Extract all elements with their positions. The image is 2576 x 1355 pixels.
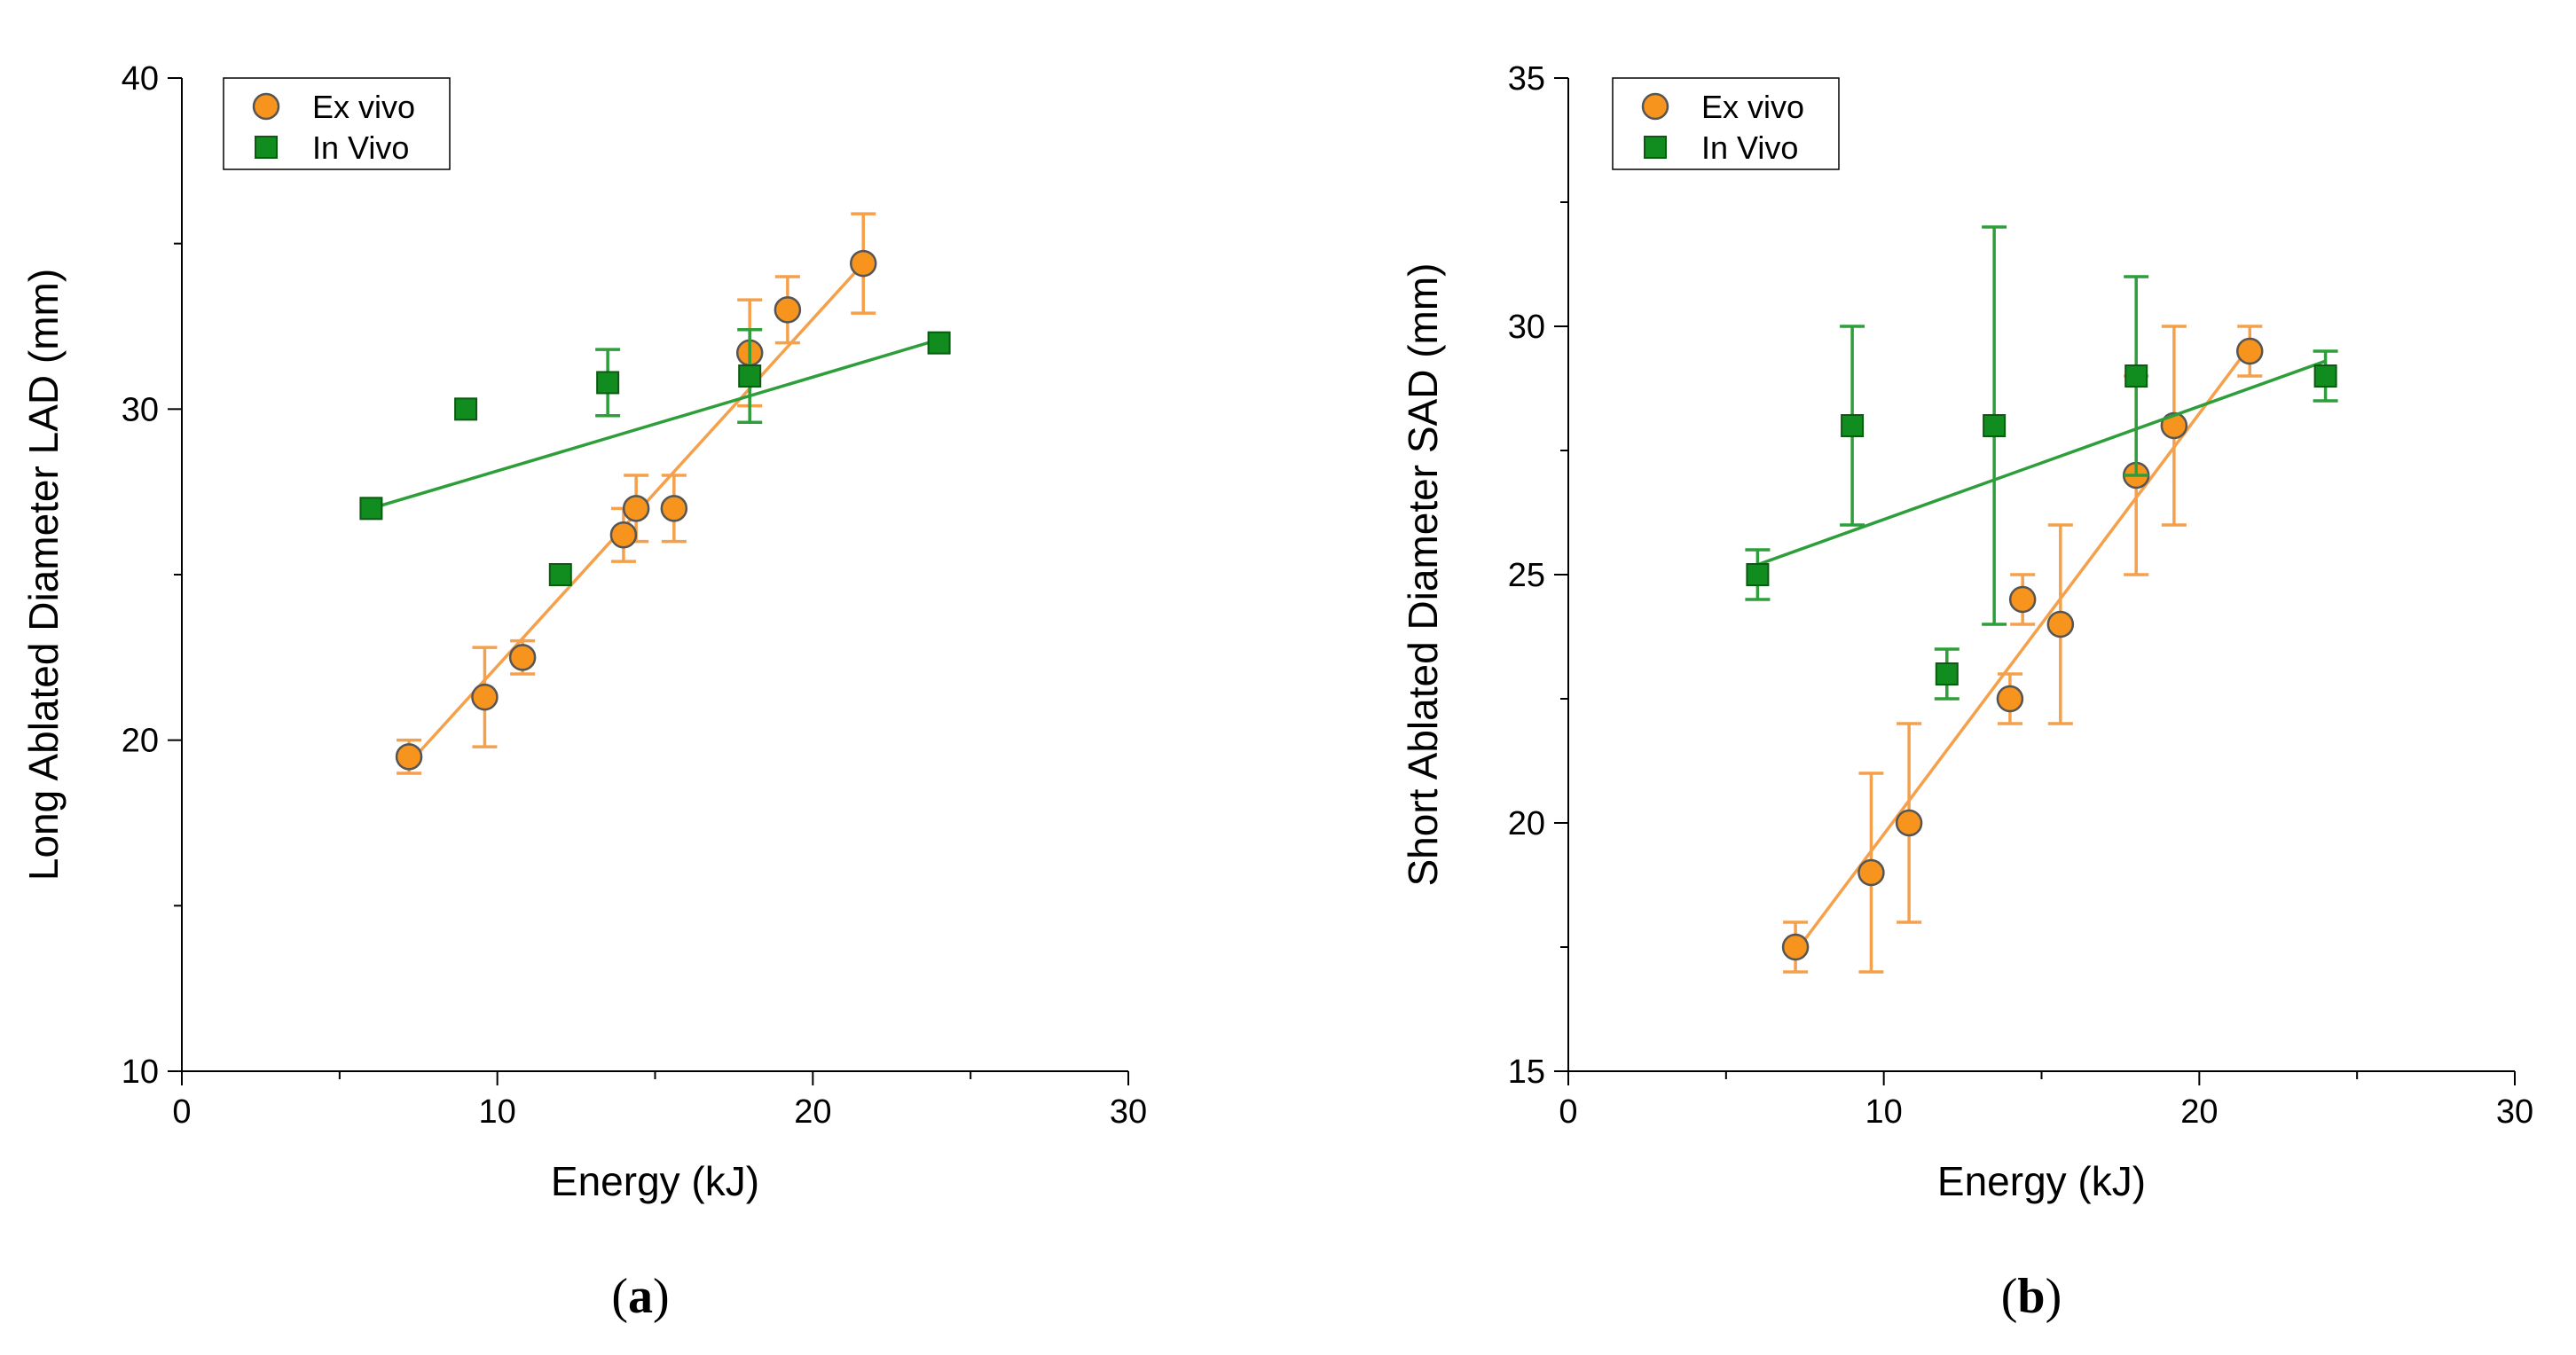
data-point [1935, 662, 1959, 685]
data-point [596, 371, 620, 395]
data-point [2124, 364, 2148, 388]
series-ex-vivo [395, 212, 877, 775]
legend-label: Ex vivo [1701, 89, 1804, 125]
y-tick-label: 10 [122, 1053, 159, 1091]
data-point [1983, 414, 2007, 437]
panel-label-close: ) [653, 1269, 670, 1324]
x-tick-label: 20 [2180, 1093, 2218, 1131]
chart-panel-b: 0 10 20 30 15 20 25 30 35 Energy (kJ) Short Ablate… [1400, 60, 2533, 1324]
data-point [2235, 337, 2264, 365]
x-tick-label: 30 [2496, 1093, 2533, 1131]
data-point [471, 683, 499, 711]
y-tick-label: 20 [1508, 805, 1545, 842]
y-axis-title: Short Ablated Diameter SAD (mm) [1400, 262, 1446, 886]
legend-marker-in-vivo [1644, 136, 1667, 159]
x-tick-label: 30 [1110, 1093, 1147, 1131]
data-point [1857, 858, 1885, 887]
data-point [1996, 685, 2024, 713]
series-in-vivo [359, 327, 951, 586]
legend-marker-ex-vivo [252, 92, 280, 121]
legend: Ex vivo In Vivo [1612, 77, 1840, 170]
legend-marker-ex-vivo [1641, 92, 1669, 121]
y-tick-label: 40 [122, 60, 159, 98]
y-tick-label: 25 [1508, 557, 1545, 594]
data-point [849, 249, 877, 278]
data-point [454, 397, 478, 421]
data-point [508, 644, 537, 671]
data-point [359, 497, 383, 521]
data-point [548, 563, 572, 586]
y-tick-label: 20 [122, 723, 159, 760]
data-point [738, 364, 762, 388]
panel-label-letter: a [628, 1269, 653, 1324]
data-point [622, 495, 650, 522]
x-tick-label: 0 [172, 1093, 191, 1131]
data-point [774, 296, 802, 324]
fit-line [1756, 359, 2327, 567]
panel-label: (a) [611, 1269, 669, 1324]
panel-label-open: ( [611, 1269, 628, 1324]
y-tick-label: 35 [1508, 60, 1545, 98]
panel-label: (b) [2001, 1269, 2062, 1324]
data-point [1841, 414, 1865, 437]
y-tick-label: 30 [1508, 309, 1545, 346]
y-tick-label: 15 [1508, 1053, 1545, 1091]
chart-panel-a: 0 10 20 30 10 20 30 40 Energy (kJ) Long Ablated D… [20, 60, 1147, 1324]
data-point [1895, 809, 1923, 837]
x-tick-label: 10 [479, 1093, 516, 1131]
data-point [395, 743, 423, 771]
data-point [660, 495, 688, 522]
x-axis-title: Energy (kJ) [551, 1158, 759, 1204]
legend-label: In Vivo [312, 129, 409, 166]
panel-label-open: ( [2001, 1269, 2018, 1324]
legend: Ex vivo In Vivo [223, 77, 451, 170]
fit-line [370, 338, 940, 511]
y-axis-title: Long Ablated Diameter LAD (mm) [20, 269, 67, 881]
data-point [1781, 933, 1810, 961]
data-point [609, 521, 638, 549]
x-tick-label: 0 [1559, 1093, 1577, 1131]
panel-label-letter: b [2017, 1269, 2045, 1324]
panel-label-close: ) [2046, 1269, 2062, 1324]
y-tick-label: 30 [122, 391, 159, 428]
x-tick-label: 10 [1865, 1093, 1903, 1131]
data-point [2160, 411, 2188, 440]
legend-marker-in-vivo [255, 136, 278, 159]
x-axis-title: Energy (kJ) [1937, 1158, 2146, 1204]
legend-label: Ex vivo [312, 89, 415, 125]
data-point [2008, 585, 2037, 614]
legend-label: In Vivo [1701, 129, 1798, 166]
data-point [1746, 563, 1770, 586]
x-tick-label: 20 [794, 1093, 831, 1131]
series-in-vivo [1745, 225, 2338, 701]
data-point [927, 331, 951, 355]
data-point [2046, 610, 2075, 638]
data-point [2313, 364, 2337, 388]
